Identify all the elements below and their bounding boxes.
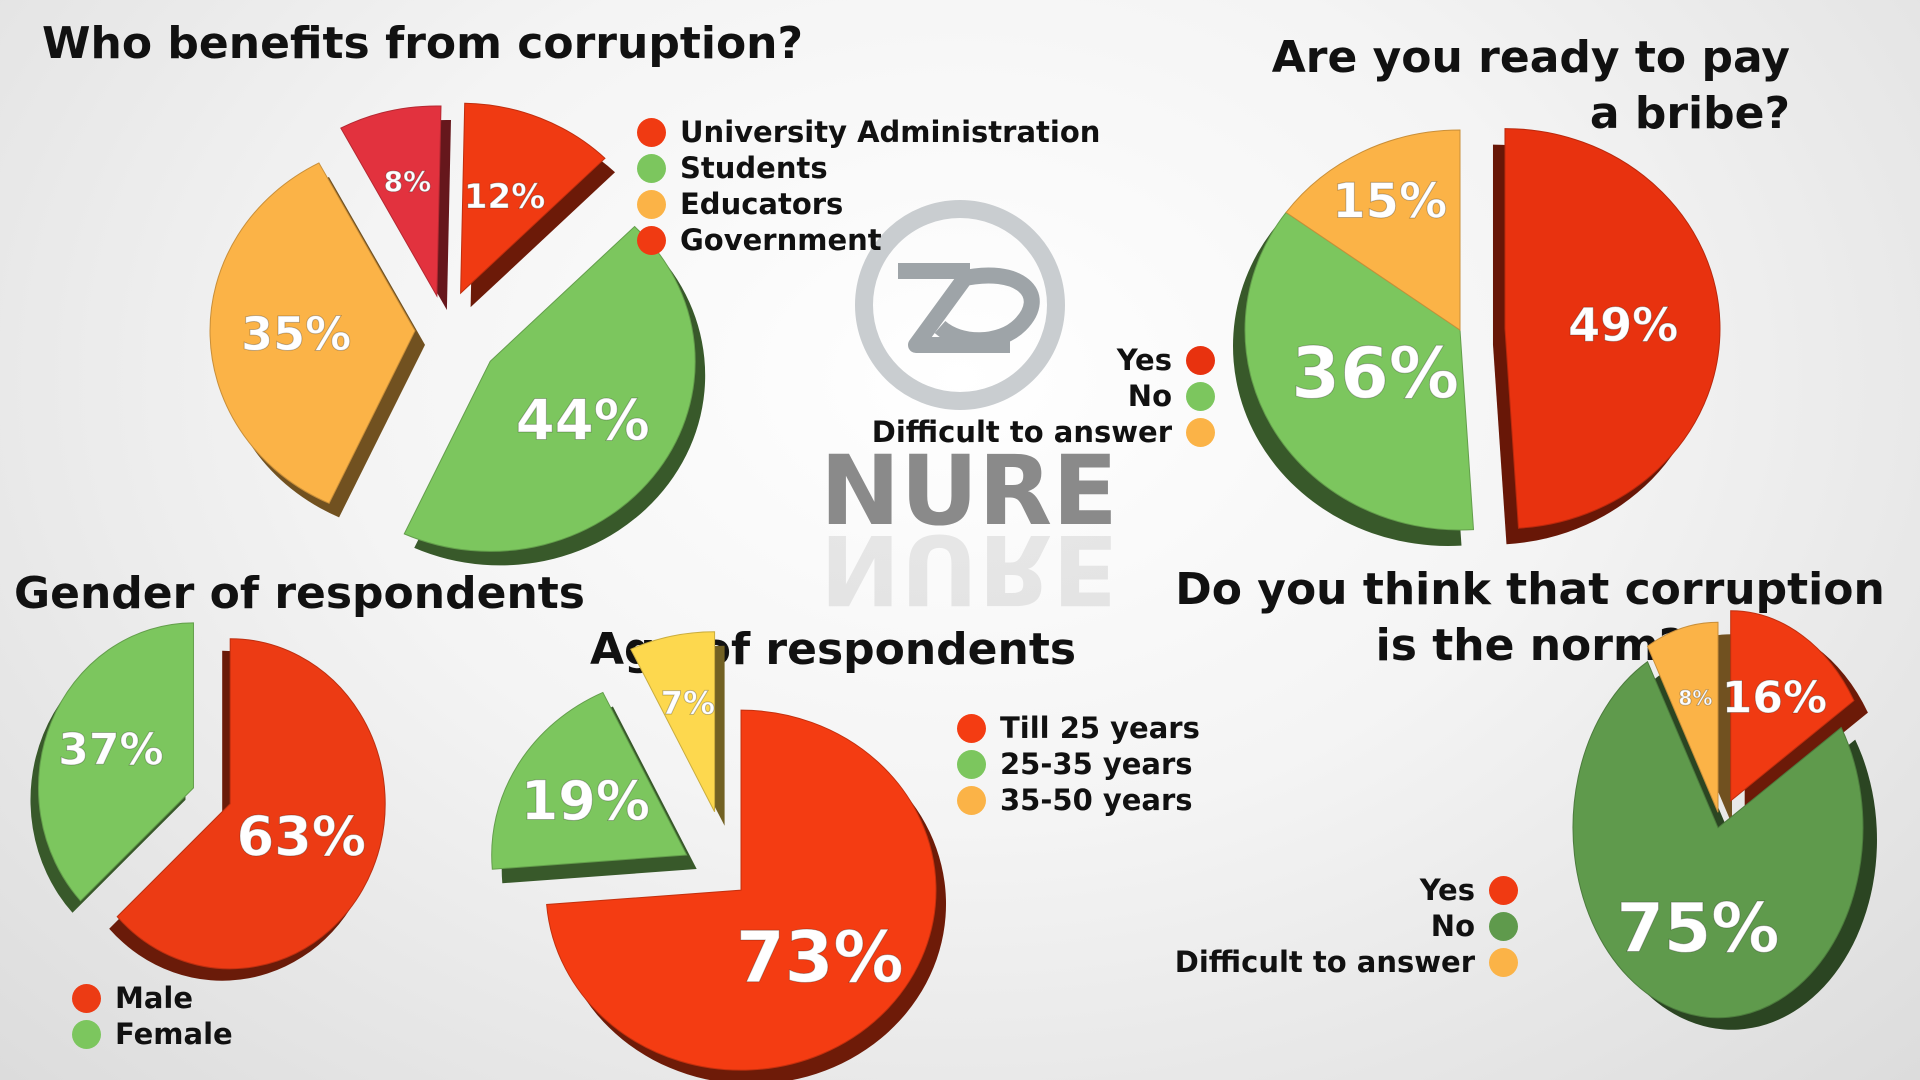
pie-slice-label: 63% <box>237 805 366 868</box>
legend-swatch-red <box>637 225 666 255</box>
pie-slice-label: 44% <box>516 388 650 453</box>
pie-slice <box>491 691 688 870</box>
legend-swatch-orange <box>957 785 986 815</box>
watermark-reflection: NURE <box>820 513 1118 625</box>
legend-swatch-green <box>957 749 986 779</box>
legend-swatch-red <box>957 713 986 743</box>
legend-swatch-green <box>72 1019 101 1049</box>
pie-chart-bribe: 49% 36% 15% <box>1233 128 1721 547</box>
legend-swatch-red <box>637 117 666 147</box>
legend-item-male: Male <box>72 980 233 1016</box>
pie-slice-label: 15% <box>1332 174 1447 230</box>
legend-item-yes: Yes <box>1150 872 1518 908</box>
pie-slice <box>116 638 386 970</box>
pie-chart-norm: 16% 75% 8% <box>1572 610 1877 1030</box>
legend-item-educators: Educators <box>637 186 1100 222</box>
pie-slice-label: 12% <box>464 177 545 217</box>
chart-title-benefits: Who benefits from corruption? <box>42 18 804 69</box>
pie-slice <box>546 709 937 1071</box>
pie-slice-label: 37% <box>58 724 163 775</box>
pie-slice <box>1285 129 1461 331</box>
pie-chart-benefits: 12% 44% 35% 8% <box>209 102 706 566</box>
pie-slice-label: 7% <box>661 684 715 722</box>
legend-item-government: Government <box>637 222 1100 258</box>
legend-item-25-35: 25-35 years <box>957 746 1200 782</box>
chart-title-gender: Gender of respondents <box>14 568 585 619</box>
pie-slice-label: 16% <box>1722 672 1827 723</box>
nure-watermark: NURE NURE <box>820 195 1118 625</box>
legend-item-difficult: Difficult to answer <box>1150 944 1518 980</box>
pie-slice-label: 36% <box>1291 332 1459 414</box>
legend-swatch-red <box>72 983 101 1013</box>
legend-item-till-25: Till 25 years <box>957 710 1200 746</box>
pie-slice <box>1646 621 1719 813</box>
chart-title-bribe: Are you ready to pay a bribe? <box>1271 32 1790 139</box>
pie-slice <box>1504 128 1721 529</box>
legend-swatch-orange <box>1489 947 1518 977</box>
pie-slice-label: 73% <box>736 916 904 998</box>
pie-slice-label: 35% <box>241 307 351 361</box>
pie-slice <box>1244 211 1475 531</box>
pie-slice <box>1572 660 1864 1019</box>
pie-slice <box>630 631 716 812</box>
legend-benefits: University Administration Students Educa… <box>637 114 1100 258</box>
pie-slice <box>340 105 442 298</box>
nure-logo-icon <box>855 200 1065 410</box>
legend-gender: Male Female <box>72 980 233 1052</box>
legend-norm: Yes No Difficult to answer <box>1150 872 1518 980</box>
legend-swatch-green <box>637 153 666 183</box>
legend-item-yes: Yes <box>850 342 1215 378</box>
legend-swatch-dark-green <box>1489 911 1518 941</box>
pie-slice <box>403 225 696 552</box>
pie-slice-label: 19% <box>521 770 650 833</box>
pie-slice <box>1730 610 1855 802</box>
pie-slice-label: 49% <box>1568 298 1678 352</box>
pie-slice <box>209 162 416 504</box>
legend-item-students: Students <box>637 150 1100 186</box>
legend-item-no: No <box>850 378 1215 414</box>
pie-slice-label: 75% <box>1617 889 1780 968</box>
legend-swatch-orange <box>637 189 666 219</box>
legend-swatch-red <box>1489 875 1518 905</box>
legend-item-no: No <box>1150 908 1518 944</box>
legend-swatch-green <box>1186 381 1215 411</box>
legend-swatch-red <box>1186 345 1215 375</box>
legend-item-35-50: 35-50 years <box>957 782 1200 818</box>
pie-chart-age: 73% 19% 7% <box>491 631 946 1080</box>
legend-bribe: Yes No Difficult to answer <box>850 342 1215 450</box>
pie-chart-gender: 63% 37% <box>30 622 386 981</box>
legend-age: Till 25 years 25-35 years 35-50 years <box>957 710 1200 818</box>
legend-item-difficult: Difficult to answer <box>850 414 1215 450</box>
legend-item-university-administration: University Administration <box>637 114 1100 150</box>
pie-slice-label: 8% <box>1678 686 1712 710</box>
legend-swatch-orange <box>1186 417 1215 447</box>
legend-item-female: Female <box>72 1016 233 1052</box>
chart-title-norm: Do you think that corruption is the norm… <box>1175 564 1885 671</box>
pie-slice <box>460 102 606 295</box>
pie-slice-label: 8% <box>384 165 432 198</box>
pie-slice <box>38 622 194 902</box>
watermark-text: NURE <box>820 435 1118 547</box>
